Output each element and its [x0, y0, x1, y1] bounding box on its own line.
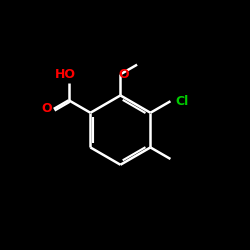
Text: O: O [118, 68, 128, 81]
Text: HO: HO [54, 68, 76, 81]
Text: O: O [42, 102, 52, 116]
Text: Cl: Cl [175, 95, 188, 108]
